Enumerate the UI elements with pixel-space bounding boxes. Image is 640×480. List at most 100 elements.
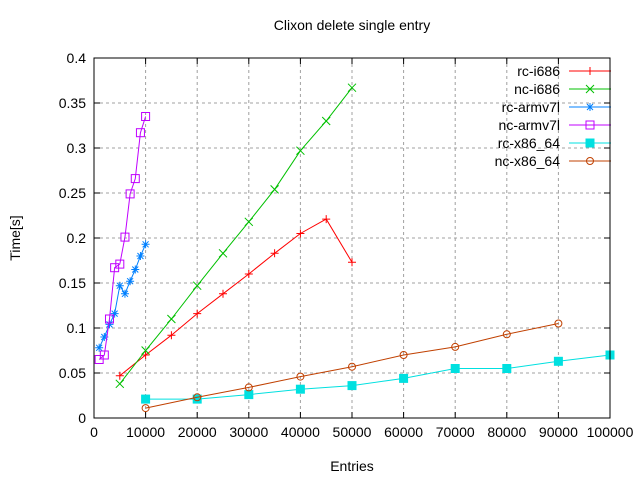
series-nc-x86_64 [141,319,563,413]
x-tick-label: 40000 [281,424,320,440]
data-point [296,372,305,381]
data-point [115,259,125,269]
series-line [145,354,611,400]
data-point [270,249,279,258]
series-line [98,244,147,349]
y-tick-label: 0.35 [59,95,86,111]
x-tick-label: 30000 [229,424,268,440]
legend-label: rc-armv7l [502,99,560,115]
data-point [126,277,135,286]
data-point [296,229,305,238]
legend-label: rc-x86_64 [498,135,560,151]
data-point [270,185,279,194]
data-point [135,128,145,138]
y-tick-label: 0.25 [59,185,86,201]
data-point [105,320,114,329]
data-point [451,342,460,351]
data-point [347,83,357,93]
data-point [120,232,130,242]
series-rc-armv7l [95,240,150,352]
legend-label: rc-i686 [517,63,560,79]
data-point [219,289,227,298]
x-tick-label: 90000 [539,424,578,440]
data-point [141,394,151,404]
series-line [98,116,147,360]
data-point [141,351,150,359]
data-point [347,381,357,391]
y-tick-label: 0.3 [67,140,87,156]
tick-labels: 0 10000 20000 30000 40000 50000 60000 70000 8000… [59,50,634,440]
data-point [585,84,595,94]
y-tick-label: 0.05 [59,365,86,381]
data-point [586,67,594,75]
data-point [167,314,176,324]
x-axis-label: Entries [330,458,374,474]
data-point [100,333,109,341]
y-axis-label: Time[s] [7,215,23,260]
data-point [399,351,408,359]
data-point [99,350,109,360]
data-point [348,362,356,371]
data-point [502,364,512,373]
series-nc-armv7l [94,112,151,364]
data-point [322,215,331,224]
x-tick-label: 20000 [178,424,217,440]
series-line [145,323,559,409]
data-point [244,390,254,400]
series-layer [94,83,615,413]
data-point [115,371,124,380]
series-rc-x86_64 [141,350,615,404]
legend-label: nc-x86_64 [495,153,561,169]
x-tick-label: 0 [90,424,98,440]
legend: rc-i686 nc-i686 rc-armv7l nc-armv7l rc-x86_6… [495,63,611,169]
data-point [167,331,176,340]
data-point [141,346,150,355]
data-point [244,270,253,278]
data-point [553,356,563,366]
data-point [295,384,305,394]
data-point [115,379,125,389]
y-tick-label: 0.15 [59,275,86,291]
y-tick-label: 0.4 [67,50,87,66]
y-tick-label: 0 [78,410,86,426]
x-tick-label: 100000 [587,424,634,440]
data-point [399,373,409,383]
data-point [554,319,563,328]
data-point [244,217,254,227]
data-point [193,309,202,318]
legend-label: nc-armv7l [499,117,560,133]
data-point [586,103,594,111]
data-point [296,146,305,156]
plot-border [93,57,611,419]
x-tick-label: 50000 [333,424,372,440]
data-point [141,112,151,121]
data-point [586,157,594,165]
data-point [104,314,114,324]
series-line [119,218,353,377]
data-point [218,248,228,258]
data-point [130,174,140,184]
chart-title: Clixon delete single entry [274,17,430,33]
y-tick-label: 0.1 [67,320,87,336]
x-tick-label: 80000 [487,424,526,440]
legend-label: nc-i686 [514,81,560,97]
data-point [192,281,202,291]
data-point [585,120,595,130]
data-point [110,309,119,318]
data-point [348,258,356,267]
data-point [321,116,331,126]
data-point [120,289,129,298]
grid [93,57,611,419]
data-point [95,343,104,352]
data-point [115,281,124,290]
y-tick-label: 0.2 [67,230,87,246]
x-tick-label: 60000 [384,424,423,440]
series-nc-i686 [115,83,357,389]
data-point [450,364,460,373]
data-point [192,394,202,404]
series-line [119,87,353,385]
x-tick-label: 70000 [436,424,475,440]
series-rc-i686 [115,215,356,380]
data-point [244,383,253,392]
data-point [131,265,140,274]
